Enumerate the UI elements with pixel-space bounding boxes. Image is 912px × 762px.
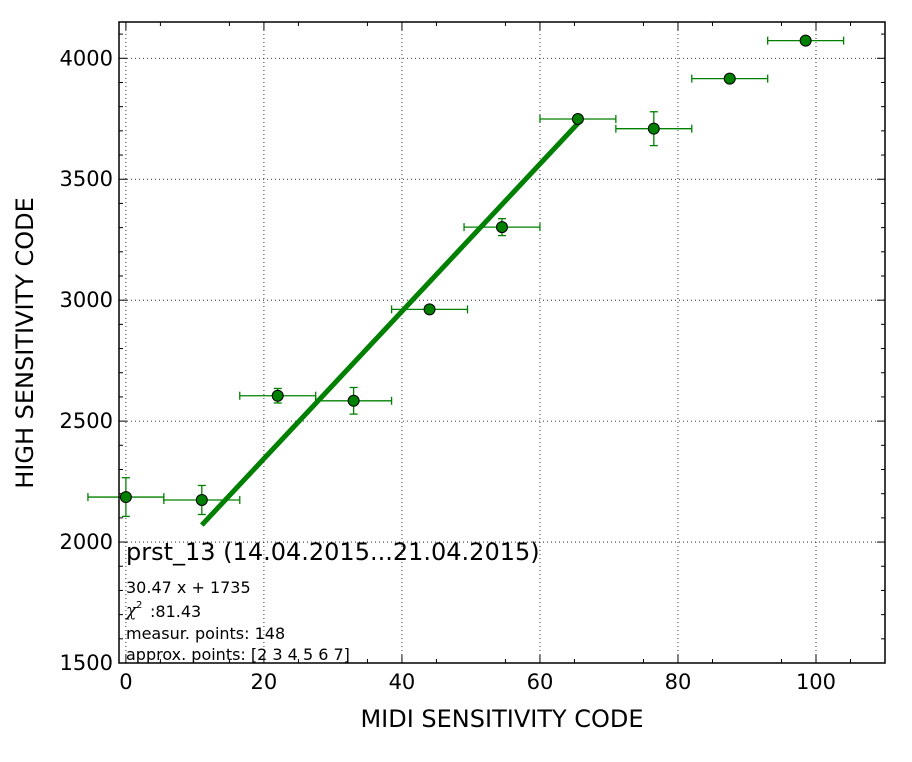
data-point-group [767,34,845,47]
data-point-group [615,111,693,147]
x-tick-label: 100 [796,670,836,694]
data-point [271,389,284,402]
x-axis-label: MIDI SENSITIVITY CODE [360,705,643,733]
annotation-chi2-symbol: χ [125,601,138,621]
data-point [799,34,812,47]
x-tick-label: 60 [527,670,554,694]
data-point [119,491,132,504]
data-point-group [539,112,617,125]
data-point [496,221,508,234]
data-point-group [87,477,165,518]
data-point-group [163,484,241,516]
annotation-title: prst_13 (14.04.2015...21.04.2015) [126,538,540,566]
data-point [423,303,436,316]
annotation-chi2-exponent: 2 [136,600,142,611]
x-tick-label: 80 [665,670,692,694]
annotation-block: prst_13 (14.04.2015...21.04.2015) 30.47 … [125,538,540,664]
y-axis-label: HIGH SENSITIVITY CODE [11,197,39,489]
grid-lines [119,22,885,664]
y-axis-ticks: 1500 2000 2500 3000 3500 4000 [60,46,885,675]
data-point [195,493,208,506]
plot-frame [118,21,886,664]
x-axis-ticks: 0 20 40 60 80 100 [119,22,836,694]
data-points-layer [87,34,845,518]
data-point [347,394,360,407]
y-tick-label: 3000 [60,288,113,312]
annotation-measur-points: measur. points: 148 [126,624,285,643]
y-tick-label: 2000 [60,530,113,554]
fit-line-layer [199,121,580,527]
data-point [647,122,660,135]
y-tick-label: 1500 [60,651,113,675]
x-tick-label: 0 [119,670,132,694]
data-point-group [315,386,393,415]
data-point [571,112,584,125]
data-point-group [390,303,469,316]
fit-line [199,121,580,527]
annotation-chi2-value: :81.43 [150,602,201,621]
minor-ticks [119,22,885,663]
data-point-group [239,387,317,404]
x-tick-label: 20 [251,670,278,694]
x-tick-label: 40 [389,670,416,694]
data-point-group [463,218,541,237]
annotation-approx-points: approx. points: [2 3 4 5 6 7] [126,645,350,664]
data-point [723,72,736,85]
data-point-group [691,72,769,85]
y-tick-label: 4000 [60,46,113,70]
y-tick-label: 2500 [60,409,113,433]
y-tick-label: 3500 [60,167,113,191]
annotation-equation: 30.47 x + 1735 [126,578,251,597]
